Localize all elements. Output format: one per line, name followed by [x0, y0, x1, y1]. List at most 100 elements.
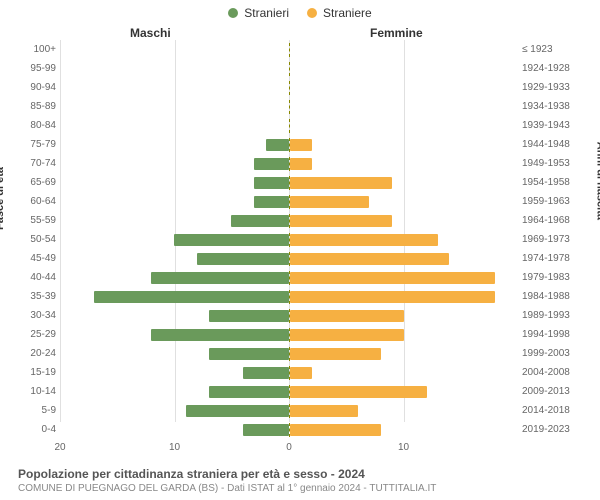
female-half [290, 309, 519, 323]
footer-subtitle: COMUNE DI PUEGNAGO DEL GARDA (BS) - Dati… [18, 483, 588, 494]
pyramid-row: 80-841939-1943 [60, 116, 518, 135]
birth-year-label: 1964-1968 [518, 215, 586, 226]
female-half [290, 214, 519, 228]
male-half [60, 138, 290, 152]
female-half [290, 176, 519, 190]
male-half [60, 62, 290, 76]
pyramid-row: 65-691954-1958 [60, 173, 518, 192]
age-label: 50-54 [16, 234, 60, 245]
male-half [60, 404, 290, 418]
birth-year-label: 1924-1928 [518, 63, 586, 74]
female-bar [290, 424, 381, 436]
male-half [60, 347, 290, 361]
age-label: 55-59 [16, 215, 60, 226]
birth-year-label: 1974-1978 [518, 253, 586, 264]
female-half [290, 81, 519, 95]
pyramid-row: 20-241999-2003 [60, 344, 518, 363]
female-half [290, 138, 519, 152]
birth-year-label: 1994-1998 [518, 329, 586, 340]
female-half [290, 233, 519, 247]
footer-title: Popolazione per cittadinanza straniera p… [18, 467, 588, 481]
female-half [290, 366, 519, 380]
female-bar [290, 215, 393, 227]
age-label: 0-4 [16, 424, 60, 435]
y-axis-title-right: Anni di nascita [594, 142, 600, 220]
legend-label-male: Stranieri [244, 6, 289, 20]
birth-year-label: 1934-1938 [518, 101, 586, 112]
female-bar [290, 386, 427, 398]
female-half [290, 328, 519, 342]
male-bar [254, 196, 288, 208]
male-bar [174, 234, 288, 246]
female-half [290, 195, 519, 209]
pyramid-row: 95-991924-1928 [60, 59, 518, 78]
age-label: 85-89 [16, 101, 60, 112]
birth-year-label: 1999-2003 [518, 348, 586, 359]
x-tick-label: 10 [169, 442, 180, 453]
y-axis-title-left: Fasce di età [0, 167, 6, 230]
birth-year-label: 2009-2013 [518, 386, 586, 397]
header-female: Femmine [370, 26, 423, 40]
female-bar [290, 348, 381, 360]
age-label: 30-34 [16, 310, 60, 321]
male-bar [243, 424, 289, 436]
pyramid-row: 0-42019-2023 [60, 420, 518, 439]
birth-year-label: 1979-1983 [518, 272, 586, 283]
female-half [290, 290, 519, 304]
pyramid-row: 70-741949-1953 [60, 154, 518, 173]
age-label: 5-9 [16, 405, 60, 416]
x-tick-label: 10 [398, 442, 409, 453]
female-half [290, 271, 519, 285]
male-bar [186, 405, 289, 417]
male-half [60, 385, 290, 399]
birth-year-label: 2019-2023 [518, 424, 586, 435]
female-half [290, 157, 519, 171]
female-bar [290, 158, 313, 170]
female-bar [290, 367, 313, 379]
age-label: 95-99 [16, 63, 60, 74]
male-half [60, 290, 290, 304]
birth-year-label: 1969-1973 [518, 234, 586, 245]
male-half [60, 119, 290, 133]
female-bar [290, 291, 496, 303]
birth-year-label: ≤ 1923 [518, 44, 586, 55]
female-bar [290, 253, 450, 265]
female-half [290, 404, 519, 418]
age-label: 15-19 [16, 367, 60, 378]
male-half [60, 423, 290, 437]
age-label: 20-24 [16, 348, 60, 359]
age-label: 75-79 [16, 139, 60, 150]
male-bar [254, 158, 288, 170]
pyramid-row: 35-391984-1988 [60, 287, 518, 306]
birth-year-label: 1959-1963 [518, 196, 586, 207]
pyramid-row: 30-341989-1993 [60, 306, 518, 325]
age-label: 35-39 [16, 291, 60, 302]
female-half [290, 347, 519, 361]
x-axis-ticks: 2010010 [60, 442, 518, 456]
male-half [60, 271, 290, 285]
male-half [60, 176, 290, 190]
age-label: 90-94 [16, 82, 60, 93]
male-half [60, 43, 290, 57]
pyramid-row: 85-891934-1938 [60, 97, 518, 116]
age-label: 40-44 [16, 272, 60, 283]
age-label: 10-14 [16, 386, 60, 397]
male-half [60, 233, 290, 247]
female-half [290, 100, 519, 114]
birth-year-label: 1949-1953 [518, 158, 586, 169]
birth-year-label: 2014-2018 [518, 405, 586, 416]
male-half [60, 252, 290, 266]
birth-year-label: 2004-2008 [518, 367, 586, 378]
birth-year-label: 1989-1993 [518, 310, 586, 321]
age-label: 60-64 [16, 196, 60, 207]
birth-year-label: 1984-1988 [518, 291, 586, 302]
female-bar [290, 310, 404, 322]
male-bar [209, 386, 289, 398]
pyramid-row: 60-641959-1963 [60, 192, 518, 211]
male-bar [266, 139, 289, 151]
x-tick-label: 0 [286, 442, 292, 453]
legend-item-male: Stranieri [228, 6, 289, 20]
birth-year-label: 1939-1943 [518, 120, 586, 131]
male-half [60, 214, 290, 228]
age-label: 80-84 [16, 120, 60, 131]
